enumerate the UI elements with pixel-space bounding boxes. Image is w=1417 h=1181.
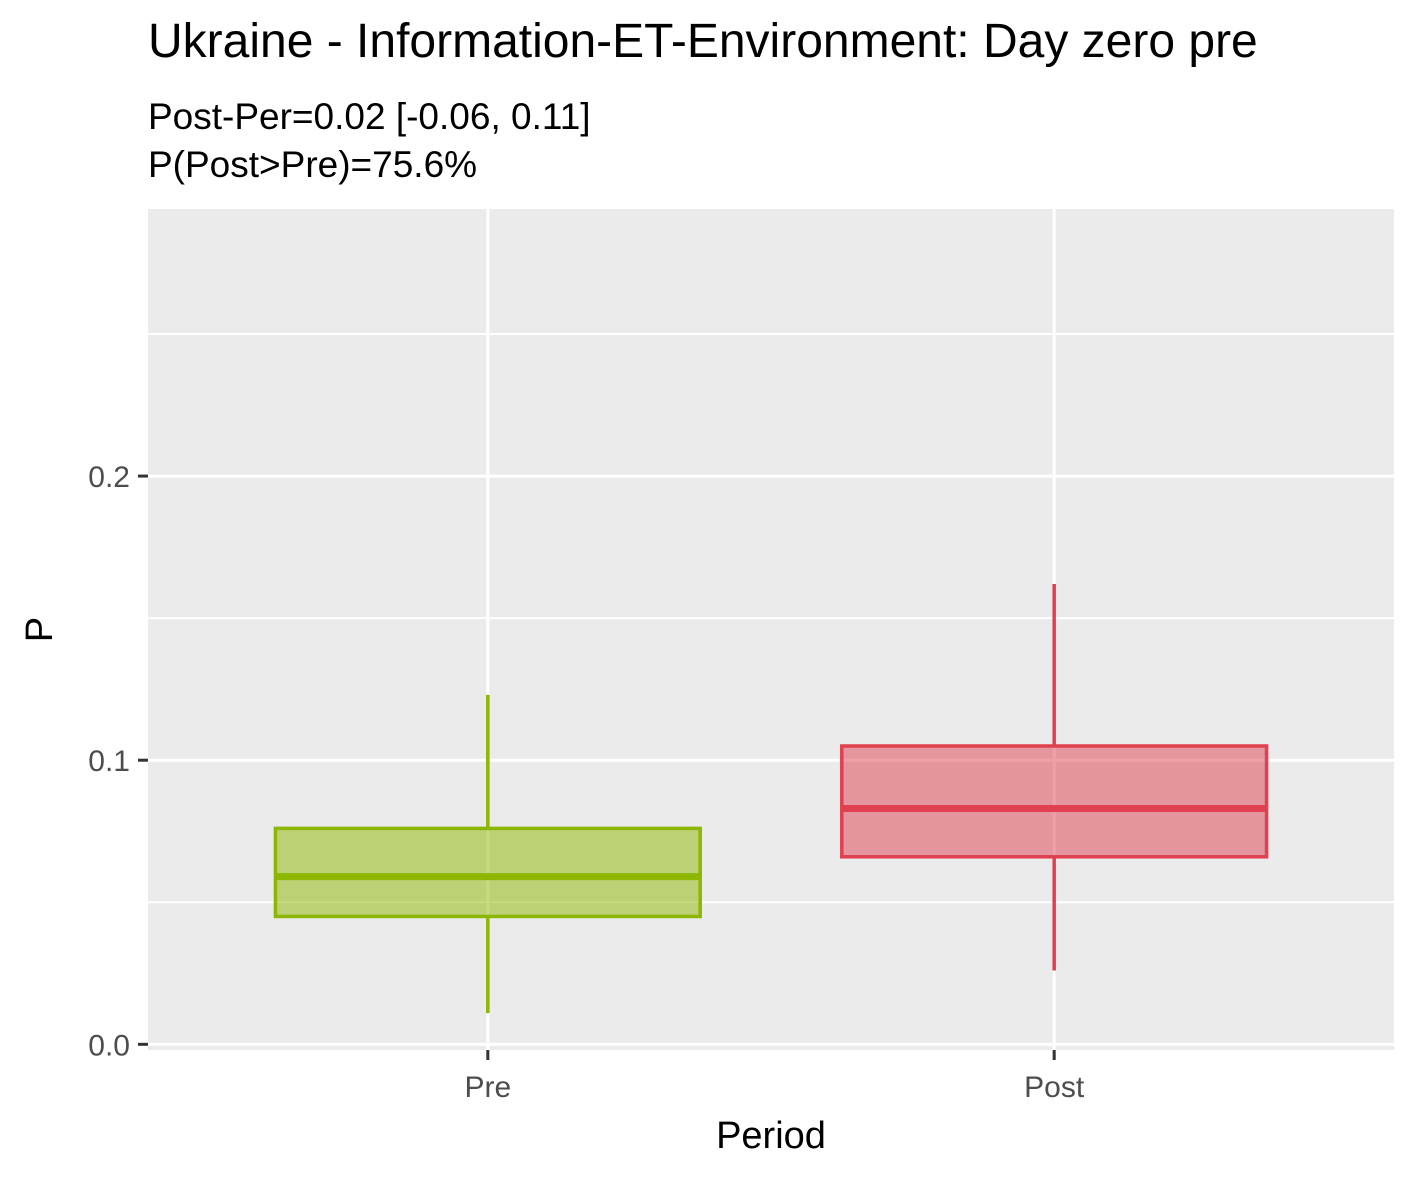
y-tick-label: 0.0	[88, 1029, 130, 1062]
y-axis: 0.0 0.1 0.2	[88, 461, 148, 1062]
box-pre	[273, 694, 702, 1014]
plot-panel	[148, 209, 1394, 1050]
y-tick-label: 0.1	[88, 745, 130, 778]
y-tick-label: 0.2	[88, 461, 130, 494]
chart-title: Ukraine - Information-ET-Environment: Da…	[148, 15, 1258, 68]
x-axis: Pre Post	[464, 1050, 1085, 1104]
x-tick-label: Pre	[464, 1071, 511, 1104]
x-tick-label: Post	[1024, 1071, 1085, 1104]
iqr-box-post	[840, 744, 1269, 859]
chart-subtitle-probability: P(Post>Pre)=75.6%	[148, 144, 478, 185]
iqr-box-pre	[273, 826, 702, 919]
box-series	[273, 584, 1269, 1014]
box-post	[840, 584, 1269, 971]
y-axis-title: P	[19, 617, 61, 642]
chart-subtitle-difference: Post-Per=0.02 [-0.06, 0.11]	[148, 96, 591, 137]
x-axis-title: Period	[716, 1115, 826, 1157]
